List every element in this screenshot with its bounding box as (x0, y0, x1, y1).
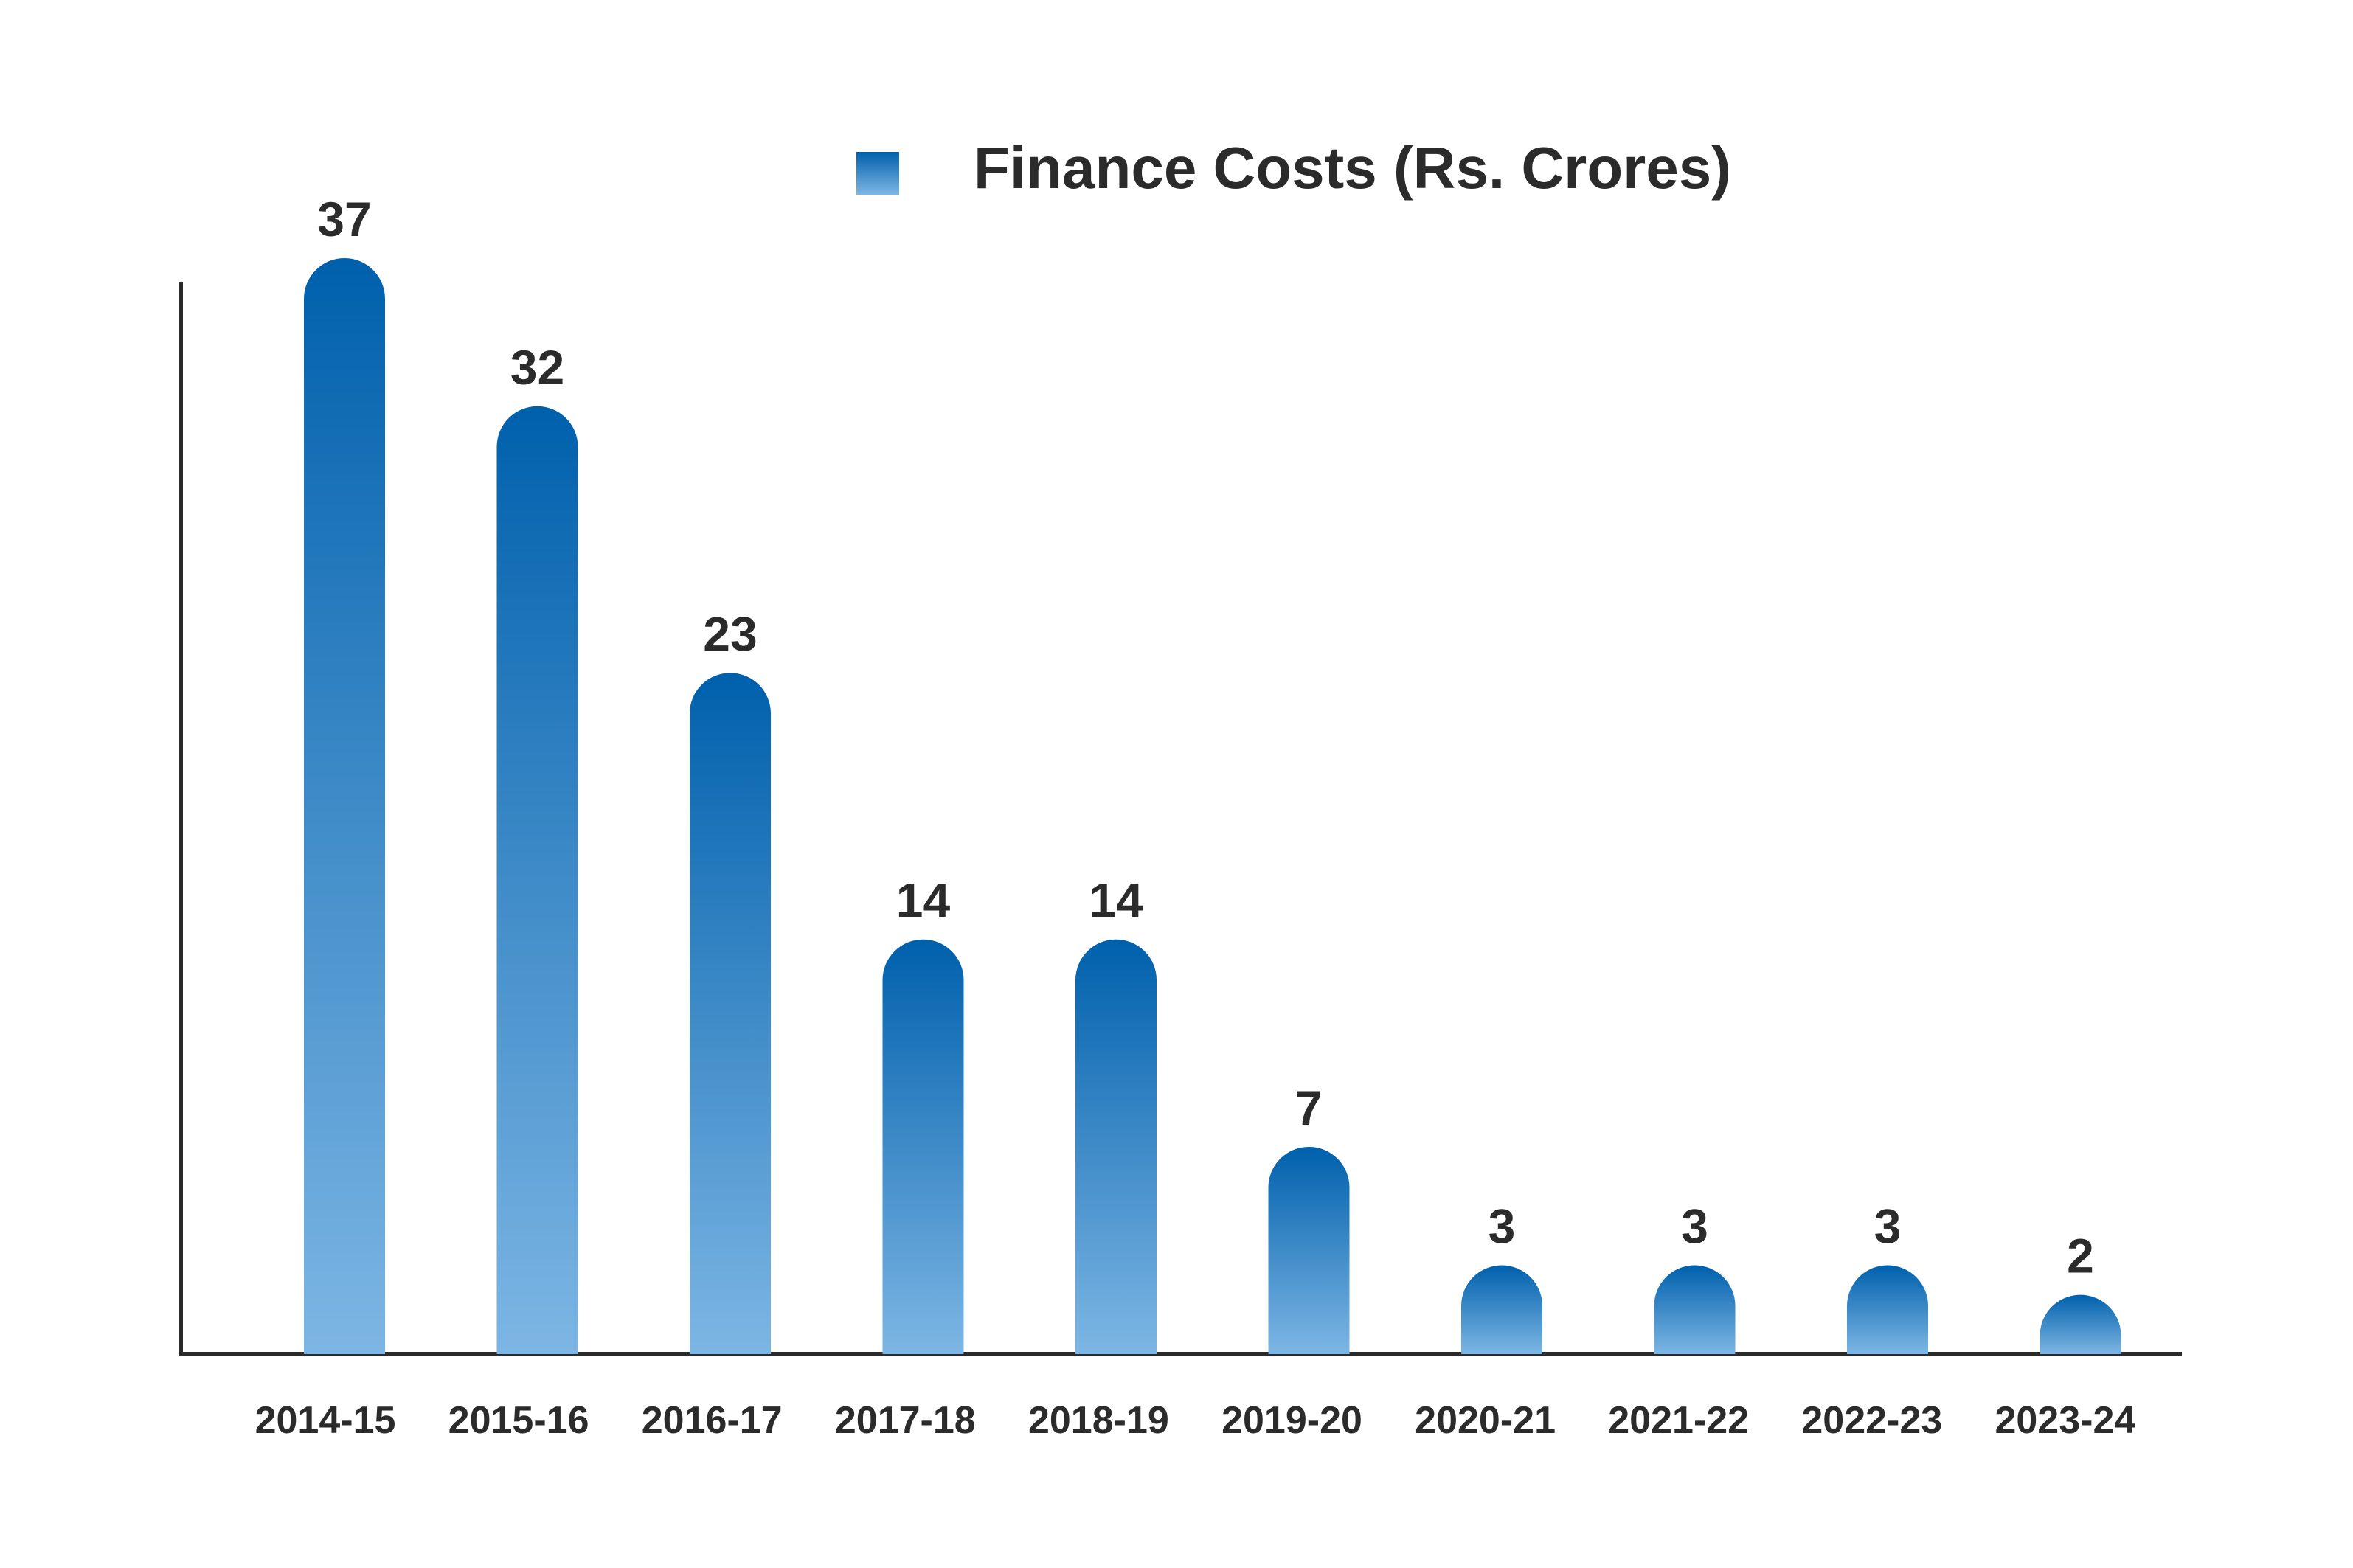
bar-2019-20 (1268, 1146, 1350, 1354)
bar-2018-19 (1075, 939, 1157, 1354)
value-label-2022-23: 3 (1874, 1199, 1902, 1254)
value-label-2021-22: 3 (1681, 1199, 1708, 1254)
x-tick-label-2018-19: 2018-19 (1028, 1399, 1169, 1442)
value-label-2018-19: 14 (1089, 873, 1143, 928)
legend-label: Finance Costs (Rs. Crores) (974, 135, 1731, 201)
bar-2022-23 (1847, 1265, 1928, 1354)
value-label-2014-15: 37 (317, 192, 371, 246)
legend: Finance Costs (Rs. Crores) (856, 135, 1731, 201)
x-tick-label-2019-20: 2019-20 (1221, 1399, 1362, 1442)
x-tick-label-2014-15: 2014-15 (255, 1399, 396, 1442)
bars-layer (304, 258, 2121, 1354)
bar-2017-18 (882, 939, 964, 1354)
bar-2016-17 (690, 673, 771, 1354)
x-tick-label-2017-18: 2017-18 (835, 1399, 976, 1442)
bar-2020-21 (1461, 1265, 1542, 1354)
value-label-2019-20: 7 (1295, 1080, 1323, 1135)
x-tick-label-2021-22: 2021-22 (1608, 1399, 1749, 1442)
value-label-2020-21: 3 (1489, 1199, 1516, 1254)
bar-2021-22 (1654, 1265, 1736, 1354)
value-label-2023-24: 2 (2067, 1229, 2094, 1283)
x-tick-label-2022-23: 2022-23 (1801, 1399, 1942, 1442)
value-label-2016-17: 23 (703, 606, 757, 661)
x-tick-labels: 2014-15 2015-16 2016-17 2017-18 2018-19 2019-… (255, 1399, 2136, 1442)
x-tick-label-2020-21: 2020-21 (1415, 1399, 1556, 1442)
x-tick-label-2016-17: 2016-17 (642, 1399, 783, 1442)
x-tick-label-2023-24: 2023-24 (1995, 1399, 2135, 1442)
value-label-2017-18: 14 (896, 873, 951, 928)
x-tick-label-2015-16: 2015-16 (448, 1399, 589, 1442)
value-label-2015-16: 32 (510, 340, 564, 395)
legend-swatch (856, 152, 899, 195)
bar-2014-15 (304, 258, 385, 1354)
bar-2023-24 (2040, 1294, 2121, 1354)
bar-2015-16 (496, 406, 578, 1354)
